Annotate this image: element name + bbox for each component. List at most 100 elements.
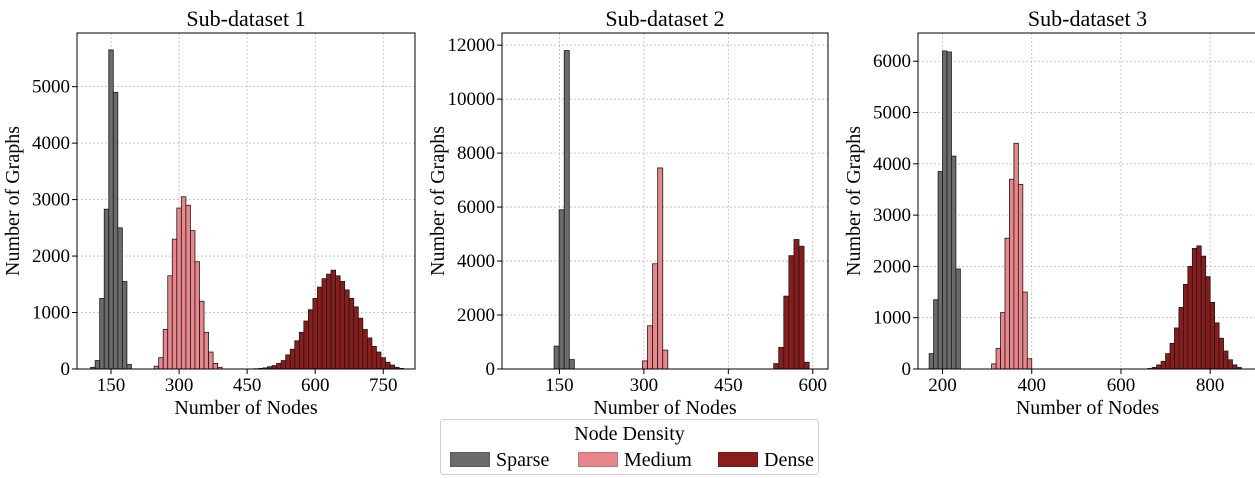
legend-label-dense: Dense [764, 449, 814, 471]
bar-medium [167, 275, 173, 370]
y-tick-label: 10000 [448, 89, 496, 110]
bar-dense [1200, 255, 1207, 370]
plot-frame [917, 32, 1255, 370]
bar-sparse [99, 298, 105, 370]
series-sparse [928, 50, 961, 370]
bar-dense [389, 364, 395, 370]
y-tick-label: 8000 [457, 143, 495, 164]
bar-medium [662, 349, 669, 370]
y-tick-label: 12000 [448, 35, 496, 56]
bar-medium [203, 331, 209, 370]
x-tick-label: 200 [928, 375, 957, 396]
bar-dense [1187, 266, 1193, 370]
x-axis-label: Number of Nodes [593, 397, 737, 419]
y-tick-label: 3000 [873, 205, 911, 226]
bar-dense [335, 275, 341, 370]
y-axis-label: Number of Graphs [427, 126, 449, 276]
bar-dense [1209, 301, 1216, 370]
bar-dense [285, 354, 291, 370]
legend-title: Node Density [574, 423, 685, 445]
bar-dense [348, 298, 355, 370]
chart-title: Sub-dataset 3 [1028, 6, 1147, 31]
y-tick-label: 6000 [873, 51, 911, 72]
bar-medium [171, 238, 178, 370]
bar-medium [1000, 312, 1006, 370]
series-dense [253, 269, 405, 370]
bar-sparse [563, 50, 570, 370]
bar-sparse [942, 50, 948, 370]
bar-dense [803, 361, 810, 370]
y-tick-label: 1000 [32, 303, 70, 324]
bar-dense [371, 346, 377, 370]
bar-dense [280, 360, 287, 370]
bar-sparse [558, 209, 565, 370]
bar-medium [657, 167, 664, 370]
bar-medium [208, 351, 214, 370]
bar-dense [330, 269, 337, 370]
bar-dense [366, 337, 373, 370]
bar-dense [1227, 359, 1233, 370]
bar-medium [1004, 237, 1010, 370]
series-sparse [553, 50, 575, 370]
bar-dense [783, 295, 790, 370]
bar-medium [995, 348, 1001, 370]
x-tick-label: 600 [301, 375, 330, 396]
series-medium [991, 142, 1033, 370]
x-tick-label: 450 [233, 375, 262, 396]
y-tick-label: 2000 [457, 305, 495, 326]
bar-dense [353, 306, 359, 370]
bar-dense [1183, 283, 1189, 370]
bar-dense [344, 289, 350, 370]
y-axis-label: Number of Graphs [843, 126, 865, 276]
bar-sparse [568, 359, 575, 370]
bar-sparse [946, 51, 952, 370]
bar-dense [1178, 307, 1184, 370]
bar-dense [773, 363, 780, 370]
bar-dense [1205, 276, 1211, 370]
bar-dense [289, 348, 296, 370]
bar-dense [380, 357, 386, 370]
x-tick-label: 600 [1107, 375, 1136, 396]
y-tick-label: 2000 [873, 256, 911, 277]
x-tick-label: 450 [714, 375, 743, 396]
chart-title: Sub-dataset 1 [186, 6, 305, 31]
bar-dense [1169, 342, 1175, 370]
plot-frame [501, 32, 829, 370]
bar-sparse [121, 281, 128, 370]
bar-dense [362, 329, 368, 370]
bar-sparse [933, 299, 939, 370]
bar-sparse [108, 49, 114, 370]
bar-medium [180, 196, 187, 370]
x-tick-label: 300 [165, 375, 194, 396]
bar-dense [321, 278, 327, 370]
bar-medium [652, 263, 659, 370]
y-tick-label: 6000 [457, 197, 495, 218]
bar-medium [1009, 178, 1015, 370]
bar-medium [176, 207, 182, 370]
legend-swatch-dense [718, 452, 758, 467]
y-tick-label: 0 [902, 359, 912, 380]
bar-dense [1232, 364, 1238, 370]
bar-dense [312, 298, 318, 370]
bar-medium [1026, 358, 1033, 370]
bar-medium [185, 204, 191, 370]
x-tick-label: 600 [799, 375, 828, 396]
x-axis-label: Number of Nodes [1016, 397, 1160, 419]
x-tick-label: 800 [1196, 375, 1225, 396]
legend-label-medium: Medium [624, 449, 692, 471]
y-tick-label: 5000 [873, 103, 911, 124]
y-tick-label: 5000 [32, 77, 70, 98]
bar-sparse [951, 155, 957, 370]
plot-frame [76, 32, 416, 370]
bar-medium [212, 362, 219, 370]
bar-medium [199, 300, 205, 370]
bar-dense [1191, 248, 1198, 370]
chart-panel-1: 150 300 450 600 750 0 1000 2000 3000 4000 5000 Sub-… [2, 6, 416, 419]
bar-dense [798, 245, 805, 370]
bar-sparse [937, 171, 943, 370]
bar-sparse [126, 364, 132, 370]
bar-dense [357, 317, 364, 370]
series-dense [1147, 245, 1242, 370]
chart-panel-2: 150 300 450 600020004000600080001000012000S… [427, 6, 829, 419]
